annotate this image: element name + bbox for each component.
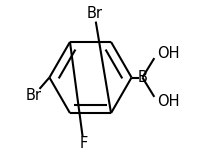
- Text: OH: OH: [157, 46, 180, 61]
- Text: B: B: [138, 70, 147, 85]
- Text: Br: Br: [26, 88, 42, 103]
- Text: OH: OH: [157, 94, 180, 109]
- Text: Br: Br: [86, 6, 102, 21]
- Text: F: F: [80, 136, 88, 151]
